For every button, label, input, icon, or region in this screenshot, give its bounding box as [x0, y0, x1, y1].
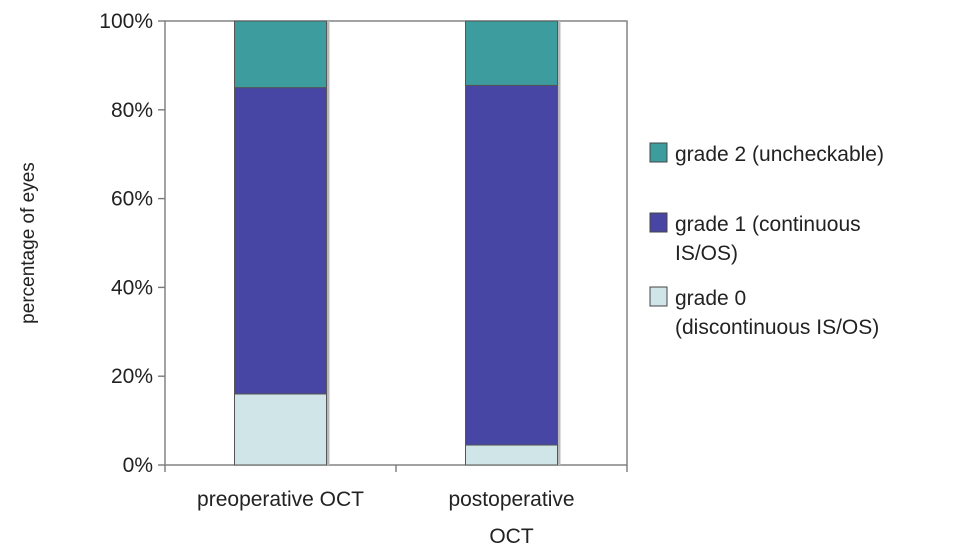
y-tick-label: 80%	[111, 99, 153, 122]
legend-swatch	[649, 286, 668, 307]
bar-segment	[465, 20, 558, 86]
bar-segment	[465, 444, 558, 466]
bar-segment	[234, 20, 327, 89]
y-tick-label: 20%	[111, 365, 153, 388]
bar-segment	[465, 84, 558, 446]
legend-swatch	[649, 212, 668, 233]
legend-label: grade 2 (uncheckable)	[675, 143, 884, 166]
legend-label: IS/OS)	[675, 242, 738, 265]
bar-segment	[234, 87, 327, 395]
bar-segment	[234, 393, 327, 466]
legend-label: (discontinuous IS/OS)	[675, 316, 879, 339]
y-tick-label: 60%	[111, 188, 153, 211]
x-tick-label: preoperative OCT	[197, 488, 364, 511]
y-axis-title: percentage of eyes	[18, 162, 39, 324]
legend-swatch	[649, 142, 668, 163]
x-tick-label: OCT	[489, 525, 534, 548]
y-tick-label: 100%	[99, 10, 153, 33]
x-tick-label: postoperative	[448, 488, 574, 511]
legend-label: grade 0	[675, 287, 746, 310]
y-tick-label: 40%	[111, 276, 153, 299]
y-tick-label: 0%	[123, 454, 153, 477]
plot-area: 0% 20% 40% 60% 80% 100% percentage of eyes preo…	[18, 10, 628, 548]
legend: grade 2 (uncheckable) grade 1 (continuous…	[649, 142, 884, 339]
legend-label: grade 1 (continuous	[675, 213, 861, 236]
